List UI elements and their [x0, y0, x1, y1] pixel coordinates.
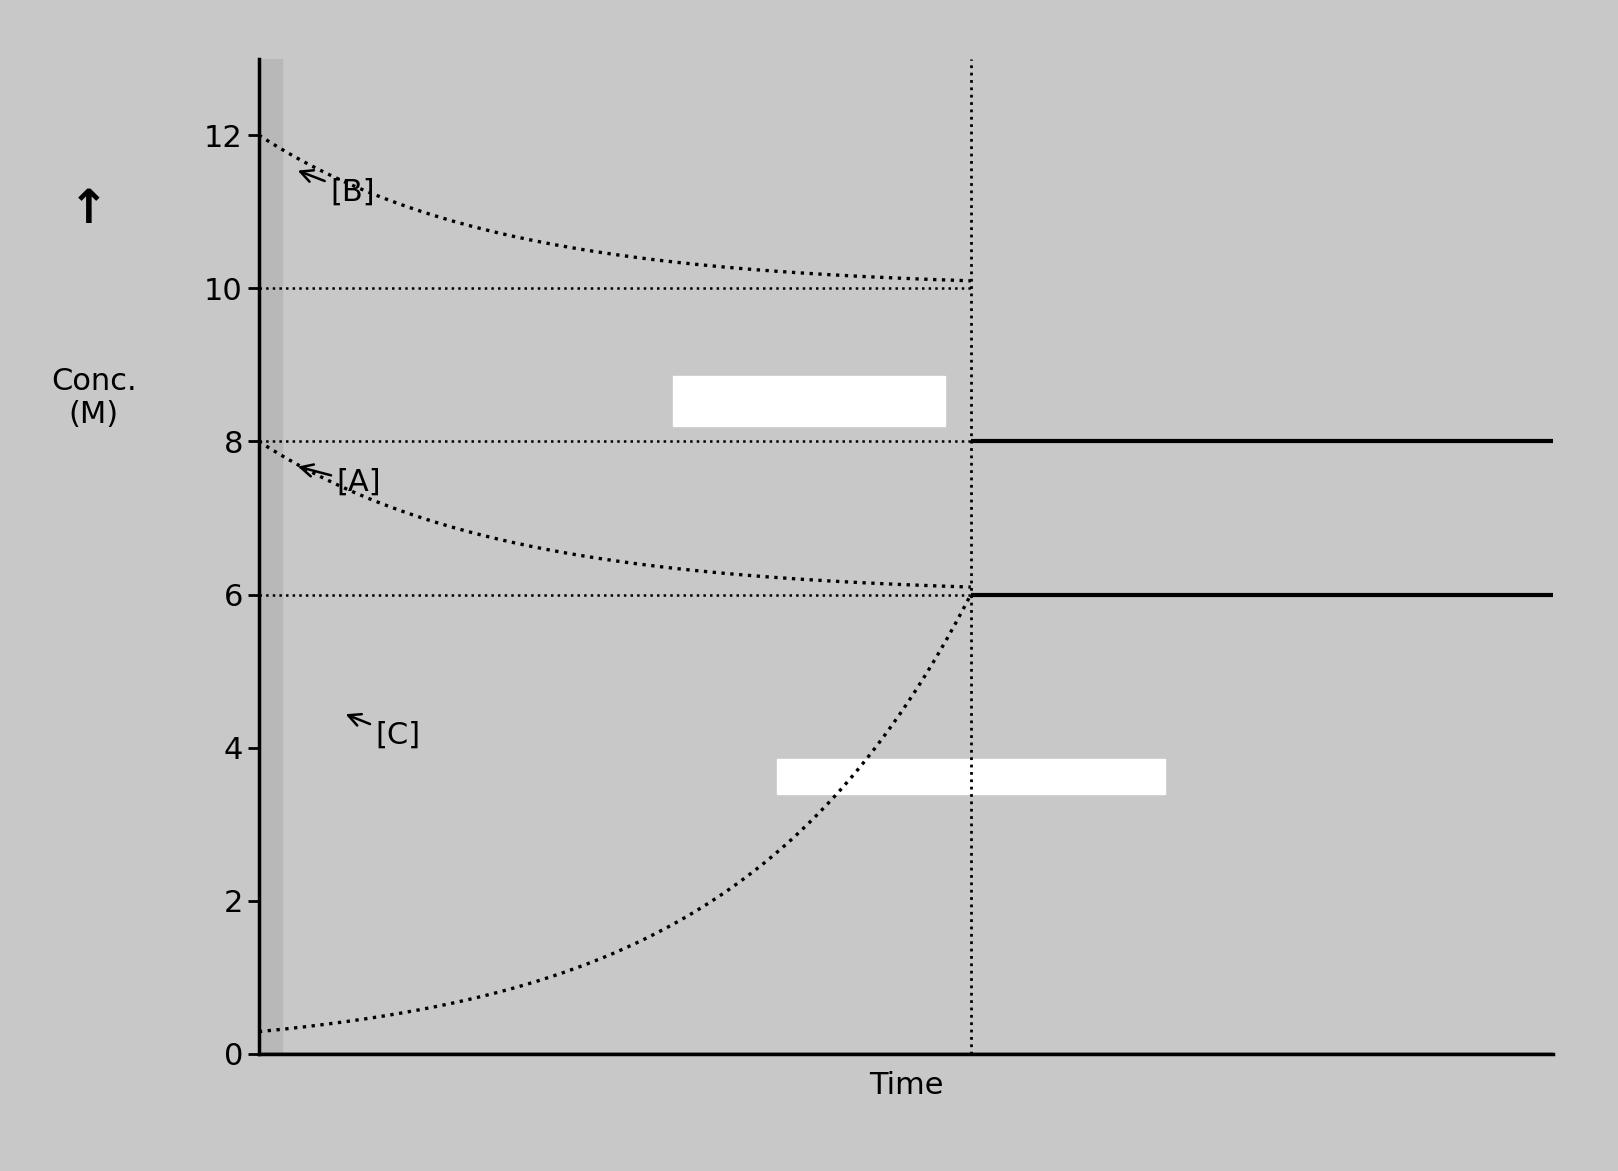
Text: [A]: [A]: [301, 465, 382, 498]
Text: Conc.
(M): Conc. (M): [52, 367, 136, 430]
Bar: [259, 59, 282, 1054]
X-axis label: Time: Time: [869, 1070, 943, 1100]
Bar: [777, 759, 1165, 794]
Text: [C]: [C]: [348, 714, 421, 749]
Bar: [1100, 617, 1553, 1054]
Bar: [673, 59, 867, 1054]
Text: ↑: ↑: [70, 189, 108, 233]
Bar: [673, 376, 945, 426]
Text: [B]: [B]: [301, 170, 375, 206]
Bar: [1100, 59, 1553, 571]
